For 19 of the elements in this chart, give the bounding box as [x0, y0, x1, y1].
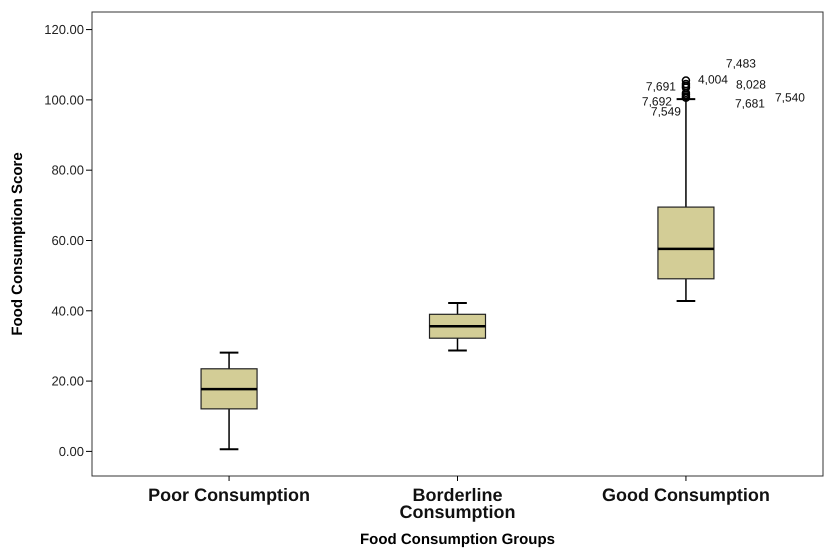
- x-axis-title: Food Consumption Groups: [360, 531, 555, 548]
- x-tick-label: Good Consumption: [602, 485, 770, 505]
- annotation: 7,681: [734, 96, 766, 110]
- y-tick-label: 80.00: [51, 162, 84, 178]
- annotation: 7,691: [646, 79, 676, 94]
- y-tick-label: 100.00: [44, 92, 84, 108]
- x-tick-label: Poor Consumption: [148, 485, 310, 505]
- x-tick-label: Borderline Consumption: [400, 485, 516, 522]
- y-tick-label: 60.00: [51, 233, 84, 248]
- annotation: 4,004: [698, 72, 728, 86]
- y-tick-label: 120.00: [44, 22, 84, 38]
- annotation: 7,483: [726, 56, 756, 70]
- annotation: 7,540: [774, 90, 806, 104]
- y-tick-label: 20.00: [51, 374, 84, 389]
- y-tick-label: 40.00: [51, 303, 84, 318]
- y-tick-label: 0.00: [58, 444, 84, 459]
- y-axis-title: Food Consumption Score: [9, 152, 26, 336]
- annotation: 7,692: [642, 94, 672, 108]
- annotation: 8,028: [736, 77, 766, 92]
